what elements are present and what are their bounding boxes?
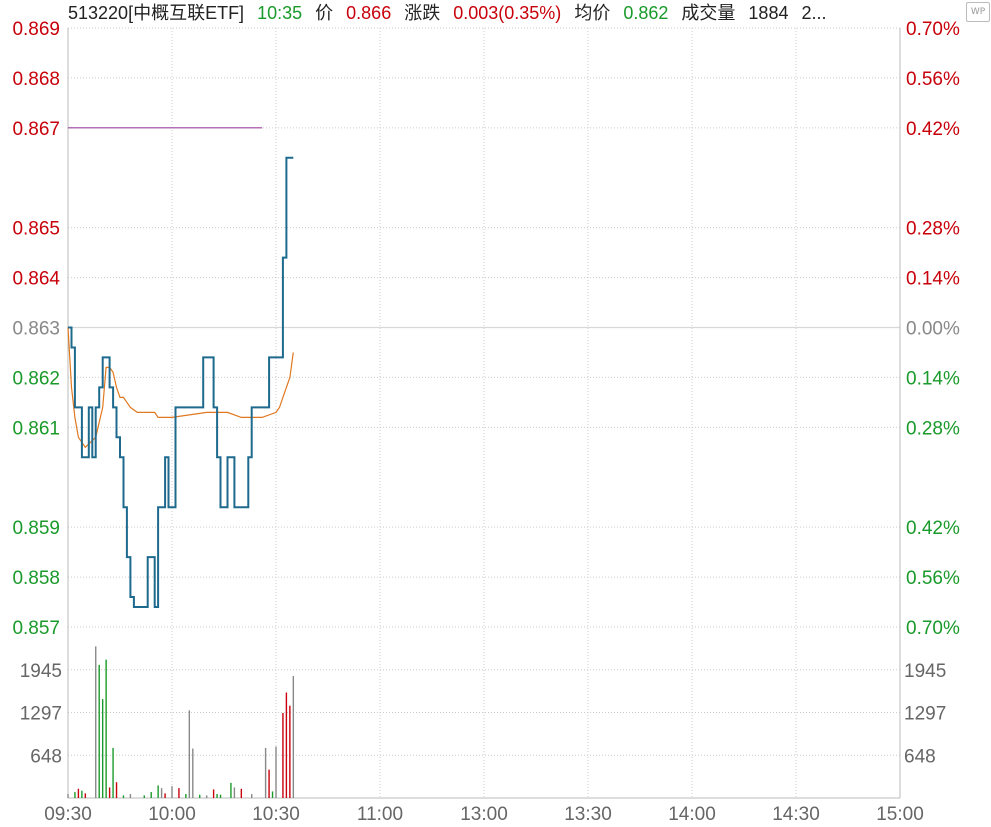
pct-tick-label: 0.70% (906, 618, 960, 639)
price-tick-label: 0.861 (12, 418, 60, 439)
volume-value: 1884 (748, 3, 789, 23)
price-tick-label: 0.857 (12, 618, 60, 639)
volume-label: 成交量 (681, 3, 736, 23)
time-tick-label: 13:30 (564, 804, 612, 825)
pct-tick-label: 0.56% (906, 568, 960, 589)
time-tick-label: 11:00 (357, 804, 403, 825)
price-label: 价 (315, 3, 334, 23)
avg-price-line (67, 327, 294, 449)
pct-tick-label: 0.14% (906, 269, 960, 290)
axis-labels: 0.869 0.868 0.867 0.865 0.864 0.863 0.862 0.861… (12, 19, 960, 825)
price-line (68, 156, 294, 608)
pct-tick-label: 0.42% (906, 119, 960, 140)
pct-tick-label: 0.70% (906, 19, 960, 40)
change-label: 涨跌 (404, 3, 441, 23)
price-tick-label: 0.868 (12, 69, 60, 90)
grid (67, 27, 901, 799)
truncated-text: 2... (801, 3, 827, 23)
volume-tick-label-left: 1297 (20, 704, 62, 725)
time-tick-label: 15:00 (876, 804, 924, 825)
wp-icon[interactable]: WP (966, 2, 990, 22)
volume-tick-label-left: 648 (30, 746, 62, 767)
price-tick-label: 0.869 (12, 19, 60, 40)
price-tick-label: 0.858 (12, 568, 60, 589)
time-tick-label: 09:30 (44, 804, 92, 825)
pct-tick-label: 0.42% (906, 518, 960, 539)
quote-header: 513220[中概互联ETF] 10:35 价 0.866 涨跌 0.003(0… (68, 2, 835, 24)
volume-tick-label-right: 648 (904, 746, 936, 767)
price-lines (67, 127, 294, 608)
pct-tick-label: 0.28% (906, 418, 960, 439)
time-tick-label: 14:30 (772, 804, 820, 825)
pct-tick-label: 0.00% (906, 319, 960, 340)
price-tick-label: 0.864 (12, 269, 60, 290)
price-tick-label: 0.865 (12, 219, 60, 240)
pct-tick-label: 0.28% (906, 219, 960, 240)
pct-tick-label: 0.56% (906, 69, 960, 90)
time-tick-label: 13:00 (460, 804, 508, 825)
time-tick-label: 14:00 (668, 804, 716, 825)
time-tick-label: 10:30 (252, 804, 300, 825)
security-name: 513220[中概互联ETF] (68, 3, 245, 23)
volume-bars (67, 646, 295, 798)
price-value: 0.866 (346, 3, 392, 23)
volume-tick-label-right: 1297 (904, 704, 946, 725)
price-tick-label: 0.862 (12, 368, 60, 389)
volume-tick-label-right: 1945 (904, 661, 946, 682)
pct-tick-label: 0.14% (906, 368, 960, 389)
avg-price-value: 0.862 (623, 3, 669, 23)
time-tick-label: 10:00 (148, 804, 196, 825)
volume-tick-label-left: 1945 (20, 661, 62, 682)
change-value: 0.003(0.35%) (453, 3, 562, 23)
price-tick-label: 0.867 (12, 119, 60, 140)
avg-price-label: 均价 (574, 3, 611, 23)
current-time: 10:35 (257, 3, 303, 23)
price-tick-label: 0.863 (12, 319, 60, 340)
price-tick-label: 0.859 (12, 518, 60, 539)
